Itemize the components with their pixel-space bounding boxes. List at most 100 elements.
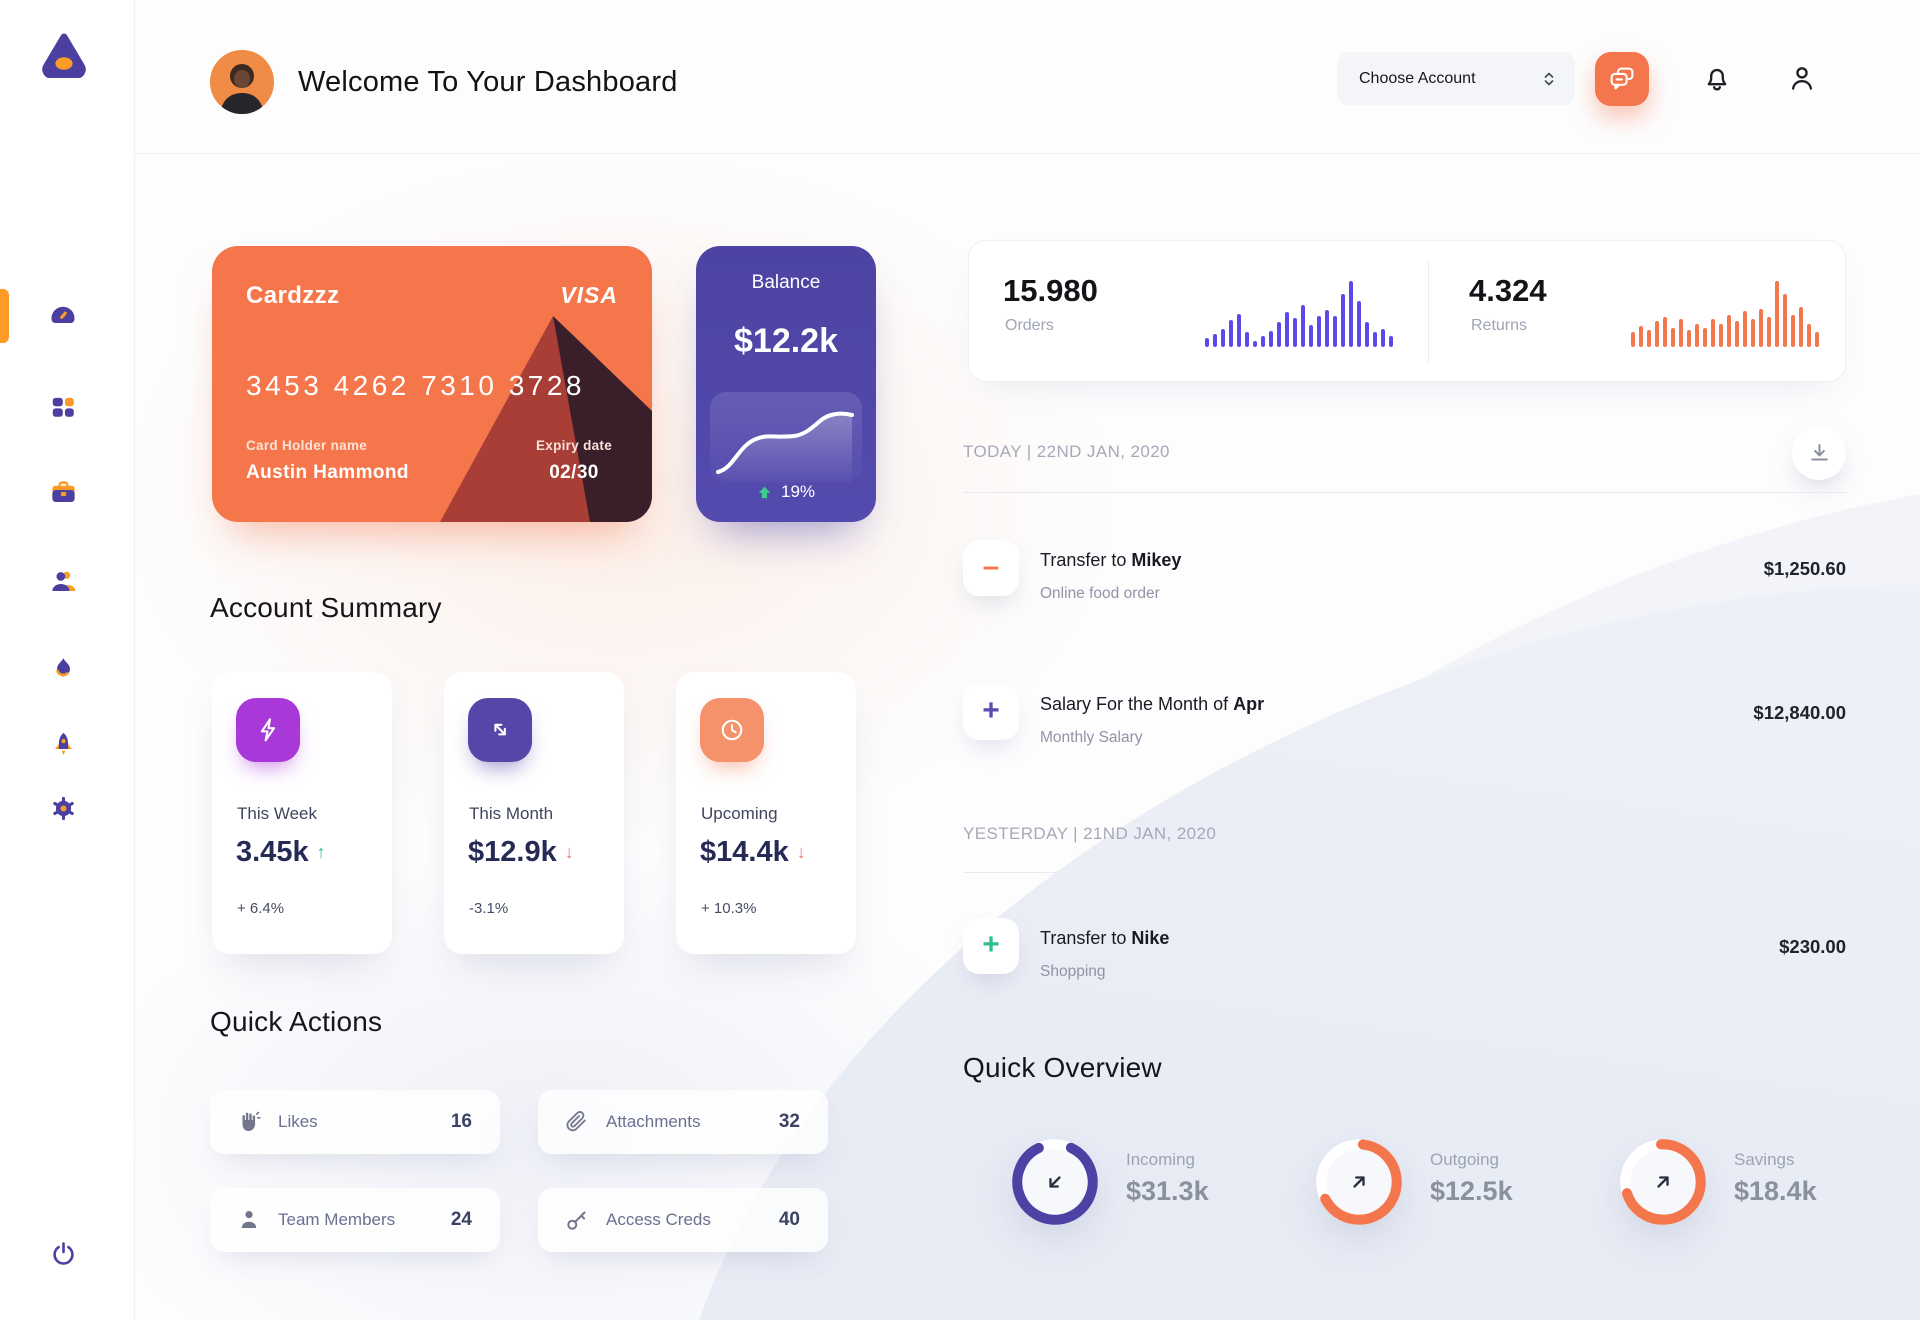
orders-label: Orders: [1005, 317, 1054, 334]
savings-value: $18.4k: [1734, 1176, 1817, 1206]
sidebar-item-trending[interactable]: [43, 649, 83, 689]
sidebar-item-apps[interactable]: [43, 387, 83, 427]
quick-overview-heading: Quick Overview: [963, 1052, 1162, 1083]
messages-button[interactable]: [1595, 52, 1649, 106]
outgoing-label: Outgoing: [1430, 1150, 1499, 1169]
transaction-subtitle: Online food order: [1040, 585, 1160, 602]
transaction-amount: $1,250.60: [1763, 558, 1846, 579]
returns-label: Returns: [1471, 317, 1528, 334]
up-right-arrow-icon: [1657, 1176, 1669, 1188]
quick-action-label: Likes: [278, 1112, 318, 1131]
savings-ring-chart: [1617, 1136, 1709, 1228]
summary-card-this-month: This Month $12.9k ↓ -3.1%: [444, 672, 624, 954]
avatar-photo: [210, 50, 274, 114]
list-divider: [963, 492, 1846, 493]
summary-delta: -3.1%: [469, 900, 509, 917]
summary-delta: + 10.3%: [701, 900, 757, 917]
chevron-up-down-icon: [1544, 72, 1554, 85]
quick-action-label: Attachments: [606, 1112, 701, 1131]
quick-action-access-creds[interactable]: Access Creds 40: [538, 1188, 828, 1252]
summary-label: This Week: [237, 804, 317, 823]
summary-amount: $14.4k: [700, 836, 789, 868]
download-button[interactable]: [1792, 426, 1846, 480]
choose-account-select[interactable]: Choose Account: [1337, 52, 1575, 105]
card-number: 3453 4262 7310 3728: [246, 370, 585, 401]
flame-icon: [55, 657, 70, 677]
summary-icon-badge: [468, 698, 532, 762]
trend-arrow-icon: ↓: [796, 842, 806, 862]
transaction-title-prefix: Transfer to: [1040, 928, 1132, 948]
quick-action-label: Team Members: [278, 1210, 396, 1229]
transaction-amount: $230.00: [1779, 936, 1846, 957]
outgoing-value: $12.5k: [1430, 1176, 1513, 1206]
transaction-title-prefix: Transfer to: [1040, 550, 1132, 570]
sidebar-item-work[interactable]: [43, 472, 83, 512]
balance-trend: 19%: [696, 482, 876, 502]
chat-bubbles-icon: [1610, 67, 1634, 90]
quick-actions-heading: Quick Actions: [210, 1006, 383, 1037]
quick-action-value: 24: [450, 1209, 472, 1230]
summary-value: 3.45k ↑: [236, 836, 326, 869]
transaction-title: Transfer to Nike: [1040, 928, 1169, 949]
header-divider: [134, 153, 1920, 154]
app-logo[interactable]: [36, 30, 92, 79]
transaction-type-badge: +: [963, 684, 1019, 740]
orders-bar-chart: [1205, 281, 1393, 347]
notifications-button[interactable]: [1700, 62, 1734, 96]
incoming-label: Incoming: [1126, 1150, 1195, 1169]
transaction-title-prefix: Salary For the Month of: [1040, 694, 1234, 714]
apps-grid-icon: [52, 397, 74, 417]
page-title: Welcome To Your Dashboard: [298, 66, 678, 98]
member-icon: [241, 1211, 257, 1228]
arrow-up-icon: [758, 486, 771, 498]
trend-arrow-icon: ↑: [316, 842, 326, 862]
sidebar-item-settings[interactable]: [43, 788, 83, 828]
transaction-type-badge: –: [963, 540, 1019, 596]
quick-action-team-members[interactable]: Team Members 24: [210, 1188, 500, 1252]
choose-account-label: Choose Account: [1359, 69, 1476, 87]
person-icon: [1791, 67, 1813, 90]
orders-returns-stats-card: 15.980 Orders 4.324 Returns: [968, 240, 1846, 382]
summary-delta: + 6.4%: [237, 900, 285, 917]
team-icon: [51, 571, 75, 591]
orders-value: 15.980: [1003, 273, 1098, 308]
rocket-icon: [54, 732, 72, 755]
quick-action-likes[interactable]: Likes 16: [210, 1090, 500, 1154]
returns-value: 4.324: [1469, 273, 1547, 308]
summary-label: This Month: [469, 804, 554, 823]
account-summary-heading: Account Summary: [210, 592, 442, 623]
balance-card: Balance $12.2k 19%: [696, 246, 876, 522]
expiry-date: 02/30: [549, 462, 599, 483]
transaction-title-target: Nike: [1131, 928, 1170, 948]
card-holder-label: Card Holder name: [246, 438, 368, 453]
card-holder-name: Austin Hammond: [246, 462, 409, 483]
sidebar-item-launch[interactable]: [43, 724, 83, 764]
yesterday-date-label: YESTERDAY | 21ND JAN, 2020: [963, 824, 1217, 843]
sidebar-item-dashboard[interactable]: [43, 296, 83, 336]
triangle-logo-icon: [42, 33, 86, 79]
balance-trend-value: 19%: [780, 482, 816, 501]
up-right-arrow-icon: [1353, 1176, 1365, 1188]
quick-action-label: Access Creds: [606, 1210, 711, 1229]
download-icon: [1810, 443, 1828, 461]
briefcase-icon: [51, 480, 75, 502]
quick-action-attachments[interactable]: Attachments 32: [538, 1090, 828, 1154]
summary-value: $14.4k ↓: [700, 836, 806, 869]
exchange-arrows-icon: [494, 723, 506, 736]
visa-logo: VISA: [560, 282, 618, 308]
bell-icon: [1707, 68, 1727, 91]
summary-amount: 3.45k: [236, 836, 309, 868]
credit-card: Cardzzz VISA 3453 4262 7310 3728 Card Ho…: [212, 246, 652, 522]
summary-icon-badge: [236, 698, 300, 762]
logout-button[interactable]: [43, 1234, 83, 1274]
summary-card-upcoming: Upcoming $14.4k ↓ + 10.3%: [676, 672, 856, 954]
profile-button[interactable]: [1785, 62, 1819, 96]
clock-icon: [721, 719, 743, 741]
ring-chart: [1012, 1139, 1098, 1225]
user-avatar[interactable]: [210, 50, 274, 114]
transaction-title: Salary For the Month of Apr: [1040, 694, 1264, 715]
stats-divider: [1428, 261, 1429, 363]
sidebar-item-team[interactable]: [43, 562, 83, 602]
key-icon: [567, 1211, 586, 1230]
